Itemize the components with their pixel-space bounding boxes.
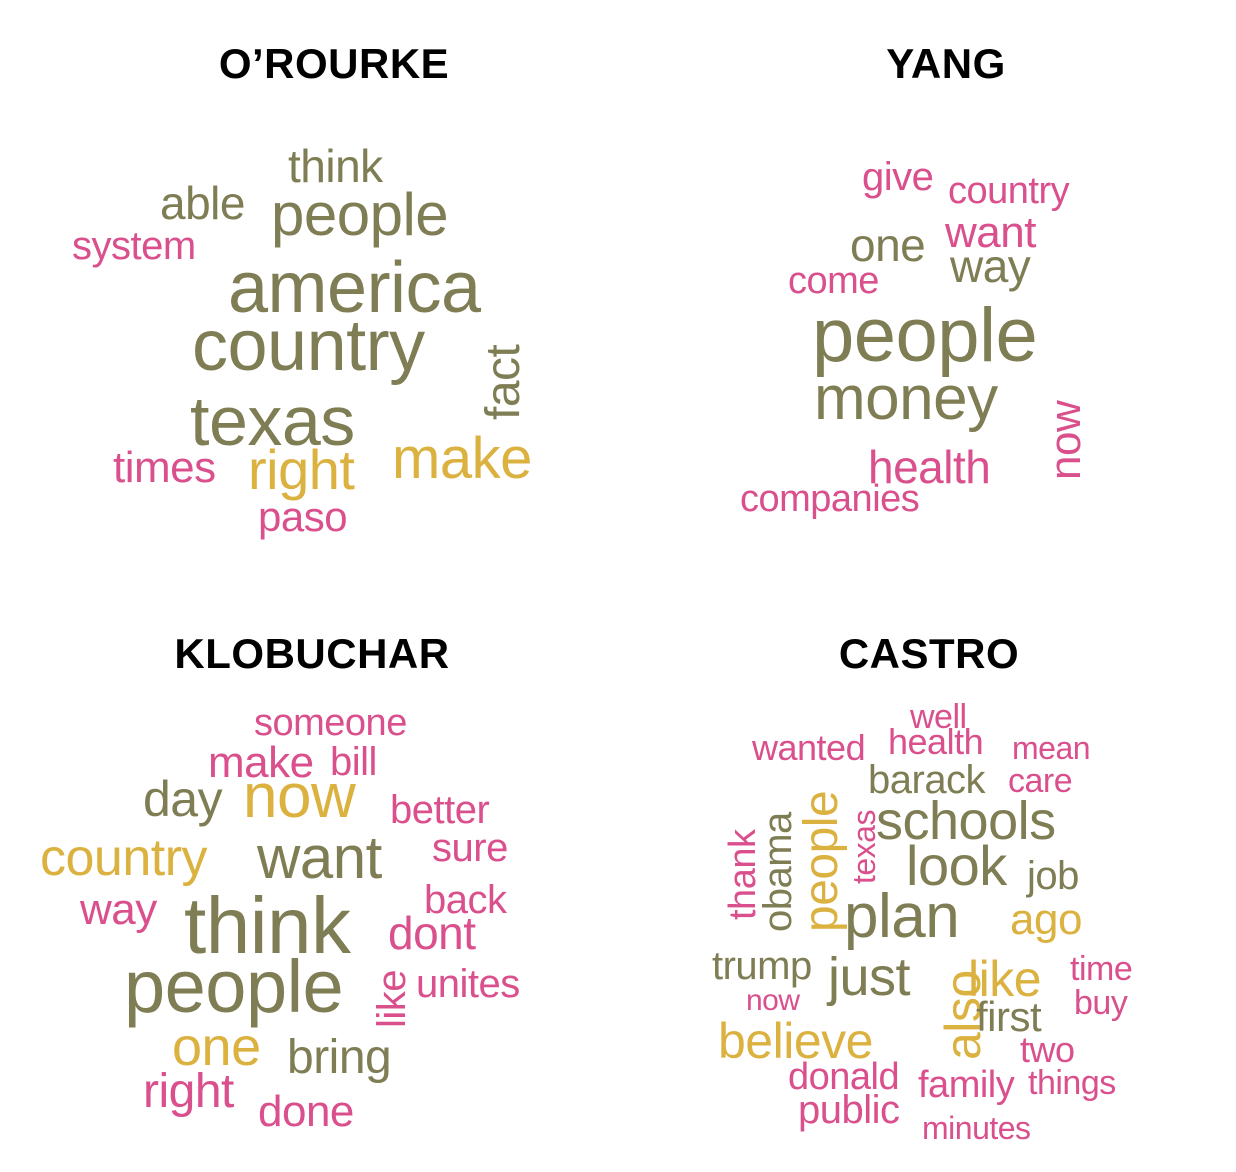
word: fact	[477, 344, 530, 420]
cloud-title-orourke: O’ROURKE	[218, 40, 450, 87]
word: think	[184, 881, 351, 970]
word: right	[248, 438, 355, 501]
word: ago	[1010, 895, 1082, 944]
word: country	[40, 829, 208, 887]
word: family	[918, 1064, 1015, 1106]
word: now	[1041, 400, 1090, 480]
word: like	[968, 951, 1042, 1007]
word: trump	[712, 944, 812, 988]
word: now	[243, 762, 356, 831]
word: people	[795, 790, 848, 932]
word: able	[160, 177, 245, 229]
word: give	[862, 155, 934, 199]
word: dont	[388, 907, 476, 959]
word: wanted	[752, 727, 866, 768]
word: country	[948, 170, 1070, 212]
word: mean	[1012, 730, 1091, 766]
word: believe	[718, 1013, 873, 1069]
word: minutes	[922, 1110, 1031, 1146]
word: times	[113, 443, 216, 492]
word: companies	[740, 478, 920, 520]
word: public	[798, 1088, 900, 1132]
word: buy	[1074, 984, 1128, 1022]
word: plan	[844, 882, 960, 951]
word: want	[257, 824, 382, 891]
word: way	[950, 240, 1031, 292]
word: bill	[330, 740, 377, 784]
word: country	[192, 306, 425, 386]
word: barack	[868, 758, 986, 802]
word: look	[906, 834, 1007, 897]
word: want	[945, 208, 1036, 257]
word: one	[172, 1017, 261, 1077]
word: obama	[756, 812, 800, 932]
cloud-title-klobuchar: KLOBUCHAR	[174, 630, 450, 677]
word: two	[1020, 1029, 1075, 1070]
word: things	[1028, 1064, 1116, 1102]
word: schools	[876, 791, 1056, 851]
word: right	[143, 1065, 234, 1118]
word: day	[143, 771, 223, 827]
word: first	[976, 993, 1042, 1040]
word: people	[812, 293, 1038, 378]
word: america	[228, 248, 481, 328]
word: done	[258, 1087, 354, 1136]
word: back	[424, 878, 507, 922]
word: think	[288, 140, 383, 192]
word: well	[910, 698, 967, 736]
cloud-title-yang: YANG	[886, 40, 1006, 87]
word: bring	[287, 1031, 392, 1084]
word: time	[1070, 950, 1133, 988]
word: come	[788, 260, 879, 302]
word: sure	[432, 826, 508, 870]
word: texas	[190, 382, 355, 460]
word: just	[828, 947, 911, 1007]
word: one	[850, 219, 926, 271]
word: donald	[788, 1056, 900, 1098]
word: someone	[254, 702, 407, 744]
word: system	[72, 224, 196, 268]
word: health	[868, 441, 991, 493]
word: now	[746, 984, 800, 1017]
word: way	[80, 885, 157, 934]
word: make	[392, 426, 532, 491]
word: people	[124, 945, 344, 1028]
word: like	[370, 969, 414, 1028]
word: paso	[258, 493, 348, 540]
cloud-title-castro: CASTRO	[838, 630, 1020, 677]
word: better	[390, 788, 490, 832]
word: unites	[416, 962, 520, 1006]
word: money	[814, 364, 998, 433]
word: job	[1027, 854, 1079, 898]
word: people	[271, 181, 449, 248]
word: care	[1008, 762, 1073, 800]
word: make	[208, 738, 314, 787]
word: health	[888, 721, 984, 762]
